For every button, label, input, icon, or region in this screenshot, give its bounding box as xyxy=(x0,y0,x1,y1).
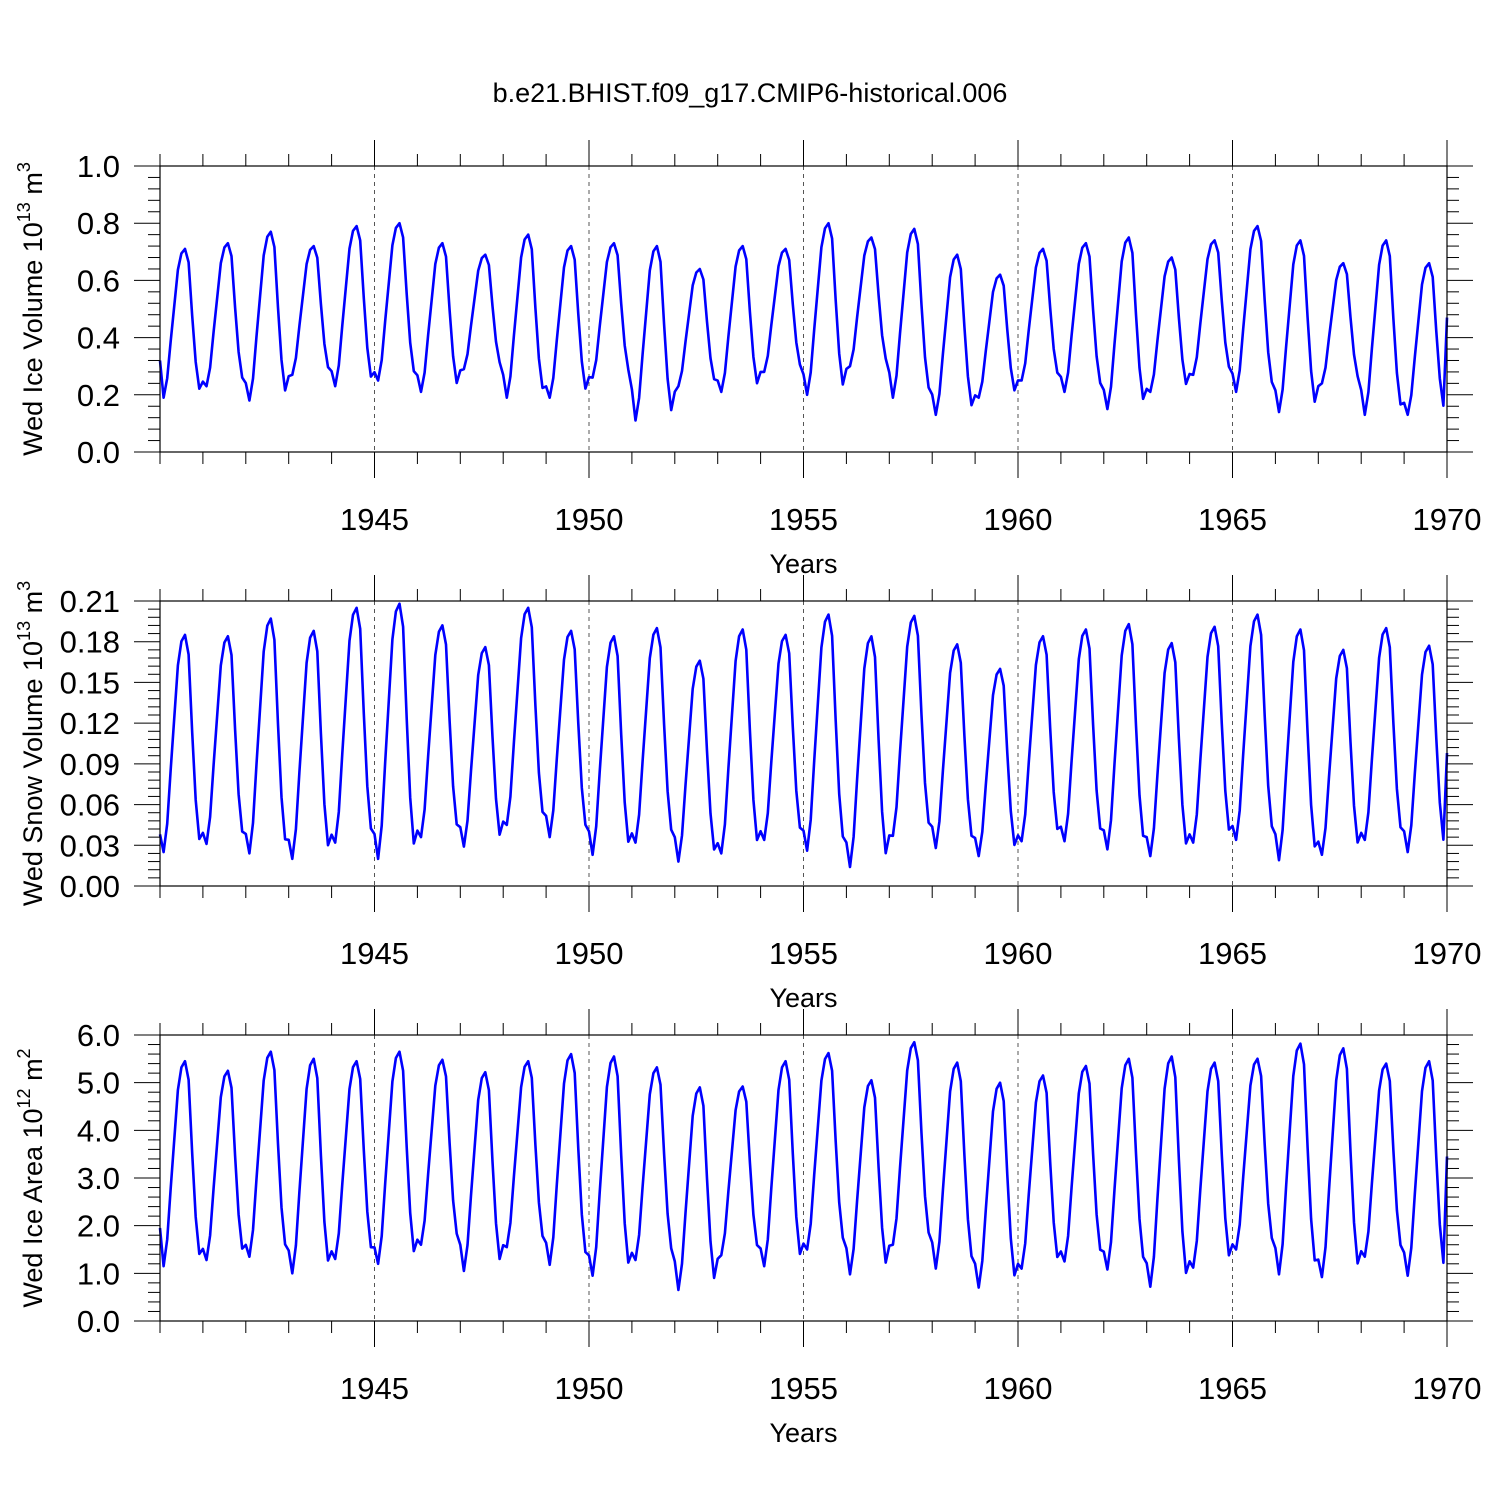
x-tick-label: 1970 xyxy=(1413,502,1482,537)
x-tick-label: 1965 xyxy=(1198,1371,1267,1406)
x-tick-label: 1960 xyxy=(984,936,1053,971)
y-tick-label: 0.0 xyxy=(77,435,120,470)
y-axis-label: Wed Snow Volume 1013 m3 xyxy=(14,581,48,906)
y-axis-label: Wed Ice Area 1012 m2 xyxy=(14,1048,48,1307)
x-tick-label: 1950 xyxy=(555,936,624,971)
y-tick-label: 0.4 xyxy=(77,321,120,356)
x-axis-label: Years xyxy=(769,983,837,1013)
y-tick-label: 1.0 xyxy=(77,1256,120,1291)
y-tick-label: 1.0 xyxy=(77,149,120,184)
x-tick-label: 1970 xyxy=(1413,1371,1482,1406)
chart-title: b.e21.BHIST.f09_g17.CMIP6-historical.006 xyxy=(493,78,1008,108)
y-tick-label: 3.0 xyxy=(77,1161,120,1196)
y-tick-label: 0.6 xyxy=(77,263,120,298)
y-tick-label: 0.21 xyxy=(60,584,120,619)
x-tick-label: 1965 xyxy=(1198,936,1267,971)
x-tick-label: 1950 xyxy=(555,1371,624,1406)
series-line xyxy=(158,1040,1449,1292)
x-axis-label: Years xyxy=(769,1418,837,1448)
y-tick-label: 2.0 xyxy=(77,1209,120,1244)
y-tick-label: 4.0 xyxy=(77,1113,120,1148)
x-axis-label: Years xyxy=(769,549,837,579)
x-tick-label: 1945 xyxy=(340,502,409,537)
x-tick-label: 1955 xyxy=(769,502,838,537)
y-tick-label: 6.0 xyxy=(77,1018,120,1053)
x-tick-label: 1970 xyxy=(1413,936,1482,971)
panel-ice-area: 1945 1950 1955 1960 1965 1970 Years 0.0 1.0 2.0 3.… xyxy=(14,1009,1481,1448)
y-tick-label: 0.00 xyxy=(60,869,120,904)
y-tick-label: 0.15 xyxy=(60,665,120,700)
y-tick-label: 0.18 xyxy=(60,625,120,660)
series-line xyxy=(158,602,1449,869)
x-tick-label: 1950 xyxy=(555,502,624,537)
y-tick-label: 0.06 xyxy=(60,788,120,823)
panel-ice-volume: 1945 1950 1955 1960 1965 1970 Years 0.0 0.2 0.4 0.… xyxy=(14,140,1481,579)
y-tick-label: 0.12 xyxy=(60,706,120,741)
x-tick-label: 1945 xyxy=(340,936,409,971)
y-tick-label: 0.09 xyxy=(60,747,120,782)
series-line xyxy=(158,221,1449,422)
panel-snow-volume: 1945 1950 1955 1960 1965 1970 Years 0.00 0.03 0.0… xyxy=(14,575,1481,1013)
x-tick-label: 1945 xyxy=(340,1371,409,1406)
y-tick-label: 0.8 xyxy=(77,206,120,241)
x-tick-label: 1960 xyxy=(984,1371,1053,1406)
y-tick-label: 0.03 xyxy=(60,828,120,863)
y-tick-label: 0.2 xyxy=(77,378,120,413)
y-axis-label: Wed Ice Volume 1013 m3 xyxy=(14,162,48,456)
x-tick-label: 1955 xyxy=(769,936,838,971)
y-tick-label: 0.0 xyxy=(77,1304,120,1339)
y-tick-label: 5.0 xyxy=(77,1066,120,1101)
x-tick-label: 1960 xyxy=(984,502,1053,537)
x-tick-label: 1965 xyxy=(1198,502,1267,537)
x-tick-label: 1955 xyxy=(769,1371,838,1406)
